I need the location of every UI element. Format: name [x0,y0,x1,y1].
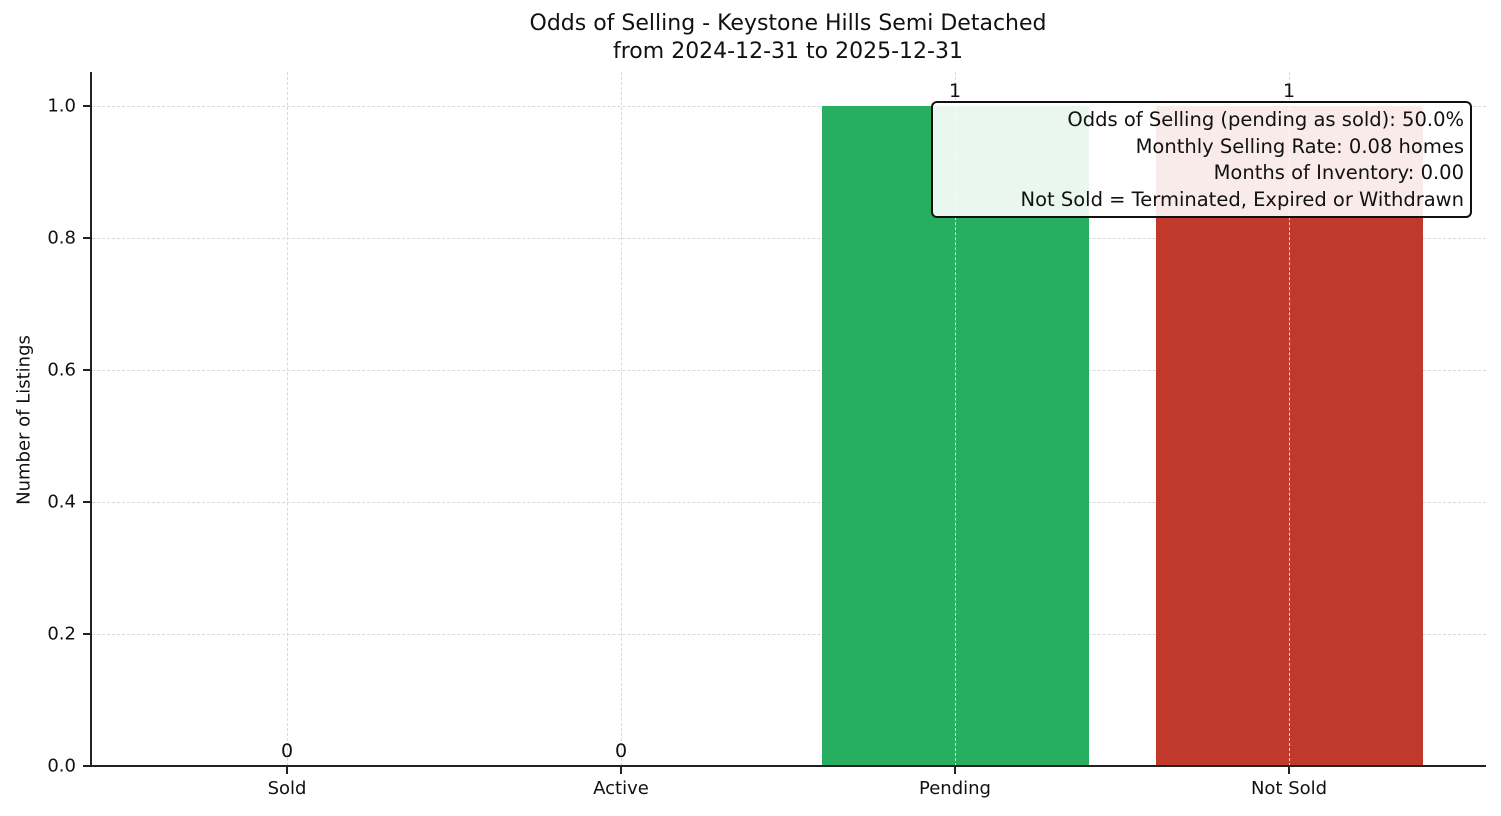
grid-line-x-sold [287,72,288,766]
odds-of-selling-text: Odds of Selling (pending as sold): 50.0% [1067,108,1464,131]
chart-title-line2: from 2024-12-31 to 2025-12-31 [613,39,963,64]
y-tick [83,237,90,239]
y-tick [83,501,90,503]
grid-line-y-0.4 [92,502,1486,503]
x-tick-label-pending: Pending [919,778,991,799]
x-tick-label-sold: Sold [267,778,307,799]
bar-value-label-active: 0 [614,740,628,762]
y-tick [83,369,90,371]
not-sold-definition-text: Not Sold = Terminated, Expired or Withdr… [1020,187,1464,211]
chart-title-line1: Odds of Selling - Keystone Hills Semi De… [529,11,1047,36]
monthly-selling-rate-text: Monthly Selling Rate: 0.08 homes [1135,134,1464,158]
bar-value-label-pending: 1 [948,80,962,102]
months-of-inventory-text: Months of Inventory: 0.00 [1213,161,1464,184]
y-tick-label: 0.6 [47,359,76,381]
y-tick [83,765,90,767]
x-tick [286,767,288,774]
chart-title: Odds of Selling - Keystone Hills Semi De… [0,10,1501,66]
grid-line-x-pending [955,72,956,766]
y-tick [83,633,90,635]
grid-line-y-1.0 [92,106,1486,107]
y-tick-label: 0.0 [47,755,76,777]
y-tick-label: 0.8 [47,227,76,249]
y-axis-label: Number of Listings [13,335,35,505]
bar-value-label-not-sold: 1 [1282,80,1296,102]
x-axis-line [90,765,1486,767]
stats-annotation-box: Odds of Selling (pending as sold): 50.0%… [931,101,1472,218]
bar-value-label-sold: 0 [280,740,294,762]
y-tick [83,105,90,107]
grid-line-y-0.6 [92,370,1486,371]
y-axis-line [90,72,92,767]
grid-line-y-0.8 [92,238,1486,239]
grid-line-x-not-sold [1289,72,1290,766]
x-tick [954,767,956,774]
x-tick [1288,767,1290,774]
y-tick-label: 0.2 [47,623,76,645]
plot-area: 0.0 0.2 0.4 0.6 0.8 1.0 Sold Active Pend… [47,72,1486,799]
x-tick-label-not-sold: Not Sold [1250,778,1328,799]
y-tick-label: 1.0 [47,95,76,117]
y-tick-label: 0.4 [47,491,76,513]
x-tick-label-active: Active [593,778,649,799]
grid-line-x-active [621,72,622,766]
x-tick [620,767,622,774]
grid-line-y-0.2 [92,634,1486,635]
